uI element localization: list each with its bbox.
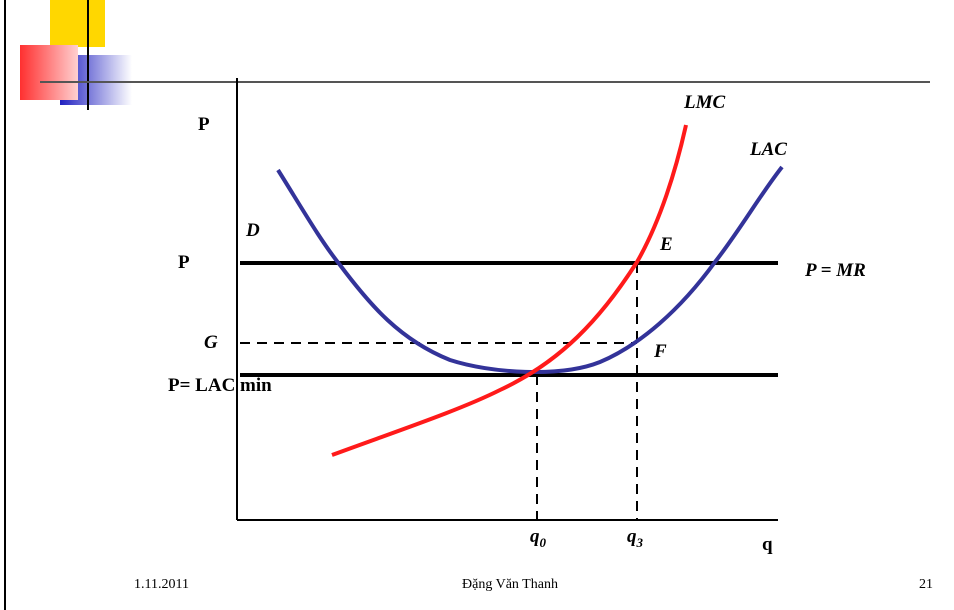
- label-sub: 3: [636, 535, 644, 550]
- label-sub: 0: [540, 535, 547, 550]
- label: LMC: [683, 92, 726, 113]
- labels: P LMC LAC D E P P = MR G F P= LAC min q0…: [168, 92, 866, 555]
- label: D: [245, 220, 260, 241]
- label: F: [653, 341, 667, 362]
- label: q: [762, 534, 773, 555]
- label: q3: [627, 526, 644, 550]
- footer-date: 1.11.2011: [134, 577, 189, 592]
- label: q0: [530, 526, 547, 550]
- label-base: q: [530, 526, 540, 547]
- label-base: q: [627, 526, 637, 547]
- chart-lines: [236, 78, 784, 521]
- footer: 1.11.2011 Đặng Văn Thanh 21: [134, 577, 933, 592]
- label: P: [178, 252, 190, 273]
- footer-author: Đặng Văn Thanh: [462, 577, 558, 592]
- label: P: [198, 114, 210, 135]
- label: E: [659, 234, 673, 255]
- label: P= LAC min: [168, 375, 272, 396]
- footer-page: 21: [919, 577, 933, 592]
- label: G: [204, 332, 218, 353]
- decoration: [4, 0, 930, 610]
- label: P = MR: [804, 260, 866, 281]
- label: LAC: [749, 139, 787, 160]
